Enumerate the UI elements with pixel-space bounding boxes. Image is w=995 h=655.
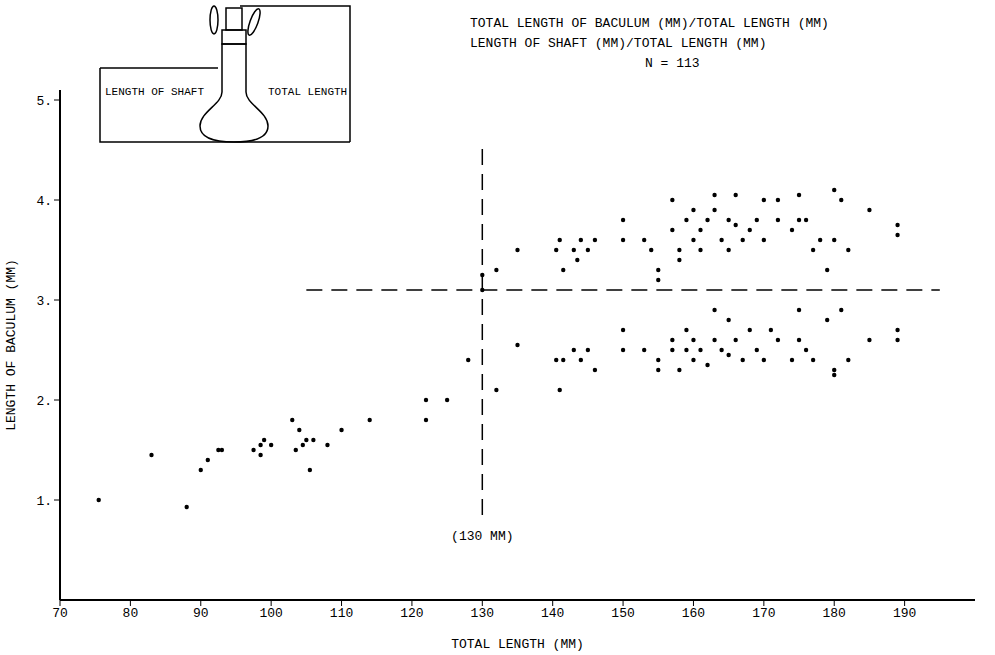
svg-text:3.: 3. [36,294,52,309]
svg-text:90: 90 [193,606,209,621]
svg-text:TOTAL LENGTH (MM): TOTAL LENGTH (MM) [451,637,584,652]
html-text:TOTAL LENGTH OF BACULUM (MM)/T: TOTAL LENGTH OF BACULUM (MM)/TOTAL LENGT… [470,16,829,31]
svg-text:170: 170 [752,606,775,621]
svg-text:100: 100 [259,606,282,621]
svg-text:120: 120 [400,606,423,621]
svg-text:110: 110 [330,606,353,621]
svg-text:TOTAL LENGTH: TOTAL LENGTH [268,86,347,98]
svg-text:(130 MM): (130 MM) [451,529,513,544]
svg-text:140: 140 [541,606,564,621]
svg-text:180: 180 [823,606,846,621]
svg-text:2.: 2. [36,394,52,409]
svg-text:160: 160 [682,606,705,621]
svg-text:70: 70 [52,606,68,621]
svg-text:4.: 4. [36,194,52,209]
svg-text:LENGTH OF SHAFT: LENGTH OF SHAFT [105,86,204,98]
html-text:N = 113: N = 113 [645,56,700,71]
svg-text:190: 190 [893,606,916,621]
svg-text:80: 80 [123,606,139,621]
html-text:LENGTH OF SHAFT (MM)/TOTAL LEN: LENGTH OF SHAFT (MM)/TOTAL LENGTH (MM) [470,36,767,51]
svg-text:1.: 1. [36,494,52,509]
svg-text:130: 130 [471,606,494,621]
svg-text:5.: 5. [36,94,52,109]
svg-text:LENGTH OF BACULUM (MM): LENGTH OF BACULUM (MM) [4,259,19,431]
svg-text:150: 150 [611,606,634,621]
